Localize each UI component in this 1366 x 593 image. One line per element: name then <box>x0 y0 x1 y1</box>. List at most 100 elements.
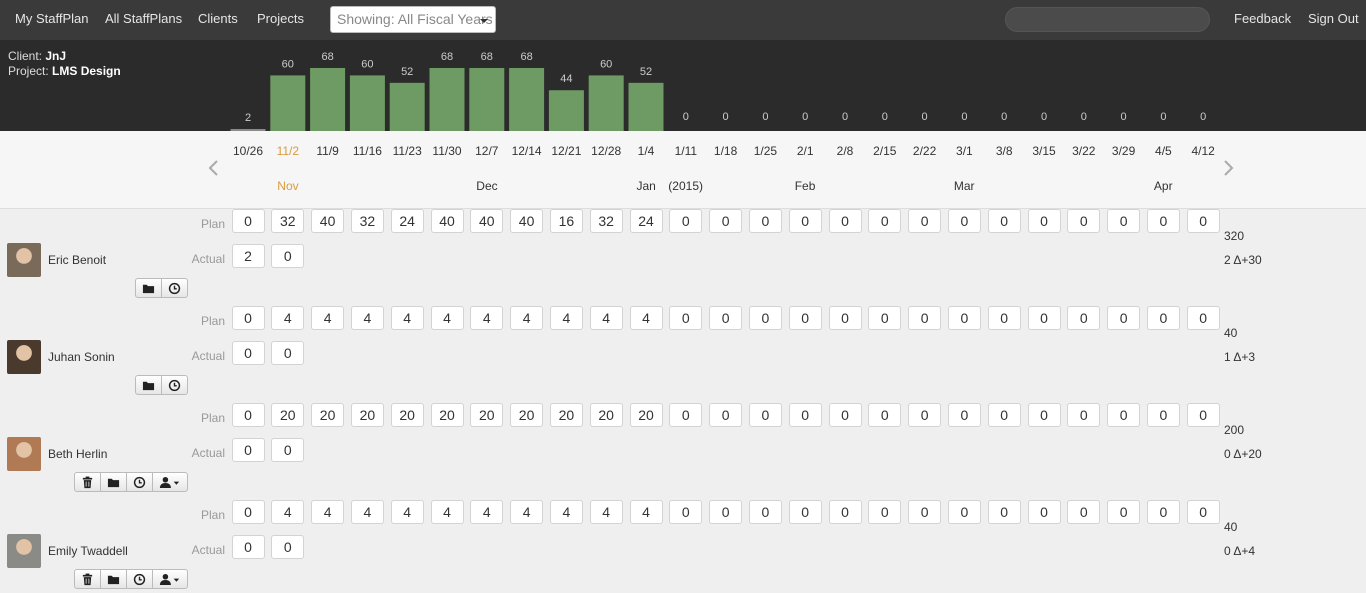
week-date-label[interactable]: 10/26 <box>232 144 264 158</box>
plan-hours-input[interactable]: 0 <box>231 209 265 233</box>
plan-hours-input[interactable]: 24 <box>390 209 424 233</box>
staff-name[interactable]: Eric Benoit <box>48 253 107 267</box>
plan-hours-input[interactable]: 4 <box>470 306 504 330</box>
plan-hours-input[interactable]: 0 <box>828 403 862 427</box>
week-date-label[interactable]: 2/1 <box>796 144 814 158</box>
trash-button[interactable] <box>74 472 101 492</box>
plan-hours-input[interactable]: 4 <box>430 306 464 330</box>
plan-hours-input[interactable]: 0 <box>868 500 902 524</box>
plan-hours-input[interactable]: 0 <box>1107 403 1141 427</box>
clock-button[interactable] <box>126 472 153 492</box>
plan-hours-input[interactable]: 4 <box>430 500 464 524</box>
week-date-label[interactable]: 11/16 <box>352 144 382 158</box>
plan-hours-input[interactable]: 0 <box>828 209 862 233</box>
plan-hours-input[interactable]: 0 <box>947 306 981 330</box>
week-date-label[interactable]: 4/5 <box>1155 144 1172 158</box>
plan-hours-input[interactable]: 0 <box>908 209 942 233</box>
plan-hours-input[interactable]: 4 <box>350 500 384 524</box>
week-date-label[interactable]: 1/4 <box>637 144 655 158</box>
week-date-label[interactable]: 2/8 <box>836 144 854 158</box>
week-date-label[interactable]: 11/30 <box>432 144 462 158</box>
plan-hours-input[interactable]: 20 <box>510 403 544 427</box>
clock-button[interactable] <box>126 569 153 589</box>
plan-hours-input[interactable]: 0 <box>987 209 1021 233</box>
plan-hours-input[interactable]: 32 <box>589 209 623 233</box>
search-input[interactable] <box>1005 7 1210 32</box>
plan-hours-input[interactable]: 0 <box>947 403 981 427</box>
week-date-label[interactable]: 3/1 <box>956 144 973 158</box>
plan-hours-input[interactable]: 0 <box>908 403 942 427</box>
plan-hours-input[interactable]: 0 <box>788 209 822 233</box>
actual-hours-input[interactable]: 0 <box>231 341 265 365</box>
plan-hours-input[interactable]: 0 <box>748 306 782 330</box>
plan-hours-input[interactable]: 40 <box>311 209 345 233</box>
plan-hours-input[interactable]: 0 <box>1146 500 1180 524</box>
nav-my-staffplan[interactable]: My StaffPlan <box>15 11 89 26</box>
actual-hours-input[interactable]: 0 <box>271 438 305 462</box>
week-date-label[interactable]: 12/28 <box>591 144 622 158</box>
chevron-right-icon[interactable] <box>1222 158 1236 178</box>
week-date-label[interactable]: 1/18 <box>713 144 738 158</box>
week-date-label[interactable]: 3/8 <box>995 144 1013 158</box>
plan-hours-input[interactable]: 4 <box>271 500 305 524</box>
plan-hours-input[interactable]: 0 <box>669 500 703 524</box>
actual-hours-input[interactable]: 0 <box>231 438 265 462</box>
trash-button[interactable] <box>74 569 101 589</box>
plan-hours-input[interactable]: 16 <box>549 209 583 233</box>
nav-projects[interactable]: Projects <box>257 11 304 26</box>
folder-button[interactable] <box>100 569 127 589</box>
plan-hours-input[interactable]: 20 <box>271 403 305 427</box>
plan-hours-input[interactable]: 4 <box>549 306 583 330</box>
nav-feedback[interactable]: Feedback <box>1234 11 1292 26</box>
plan-hours-input[interactable]: 4 <box>311 306 345 330</box>
week-date-label[interactable]: 11/2 <box>276 144 300 158</box>
staff-name[interactable]: Beth Herlin <box>48 447 108 461</box>
week-date-label[interactable]: 3/22 <box>1072 144 1096 158</box>
plan-hours-input[interactable]: 0 <box>1146 209 1180 233</box>
plan-hours-input[interactable]: 0 <box>1146 306 1180 330</box>
plan-hours-input[interactable]: 0 <box>1067 209 1101 233</box>
plan-hours-input[interactable]: 0 <box>1027 403 1061 427</box>
plan-hours-input[interactable]: 40 <box>430 209 464 233</box>
plan-hours-input[interactable]: 0 <box>231 403 265 427</box>
plan-hours-input[interactable]: 0 <box>709 500 743 524</box>
plan-hours-input[interactable]: 0 <box>788 306 822 330</box>
fiscal-year-select[interactable]: Showing: All Fiscal Years <box>330 6 496 33</box>
plan-hours-input[interactable]: 4 <box>629 306 663 330</box>
week-date-label[interactable]: 3/29 <box>1111 144 1136 158</box>
week-date-label[interactable]: 1/25 <box>753 144 778 158</box>
plan-hours-input[interactable]: 0 <box>908 306 942 330</box>
plan-hours-input[interactable]: 0 <box>748 403 782 427</box>
plan-hours-input[interactable]: 0 <box>828 306 862 330</box>
week-date-label[interactable]: 12/14 <box>511 144 542 158</box>
actual-hours-input[interactable]: 0 <box>271 341 305 365</box>
actual-hours-input[interactable]: 0 <box>271 535 305 559</box>
plan-hours-input[interactable]: 0 <box>788 500 822 524</box>
plan-hours-input[interactable]: 0 <box>1186 209 1220 233</box>
plan-hours-input[interactable]: 4 <box>390 306 424 330</box>
plan-hours-input[interactable]: 0 <box>231 500 265 524</box>
plan-hours-input[interactable]: 0 <box>1186 403 1220 427</box>
chevron-left-icon[interactable] <box>206 158 220 178</box>
actual-hours-input[interactable]: 0 <box>231 535 265 559</box>
plan-hours-input[interactable]: 0 <box>1027 209 1061 233</box>
plan-hours-input[interactable]: 4 <box>629 500 663 524</box>
plan-hours-input[interactable]: 4 <box>470 500 504 524</box>
plan-hours-input[interactable]: 0 <box>947 209 981 233</box>
plan-hours-input[interactable]: 0 <box>1186 500 1220 524</box>
plan-hours-input[interactable]: 0 <box>1107 500 1141 524</box>
week-date-label[interactable]: 11/23 <box>392 144 422 158</box>
plan-hours-input[interactable]: 4 <box>271 306 305 330</box>
plan-hours-input[interactable]: 0 <box>231 306 265 330</box>
week-date-label[interactable]: 11/9 <box>316 144 339 158</box>
plan-hours-input[interactable]: 0 <box>669 209 703 233</box>
nav-sign-out[interactable]: Sign Out <box>1308 11 1359 26</box>
plan-hours-input[interactable]: 0 <box>1067 306 1101 330</box>
actual-hours-input[interactable]: 2 <box>231 244 265 268</box>
folder-button[interactable] <box>135 375 162 395</box>
plan-hours-input[interactable]: 40 <box>510 209 544 233</box>
week-date-label[interactable]: 3/15 <box>1032 144 1056 158</box>
plan-hours-input[interactable]: 20 <box>549 403 583 427</box>
plan-hours-input[interactable]: 0 <box>709 209 743 233</box>
plan-hours-input[interactable]: 0 <box>987 500 1021 524</box>
